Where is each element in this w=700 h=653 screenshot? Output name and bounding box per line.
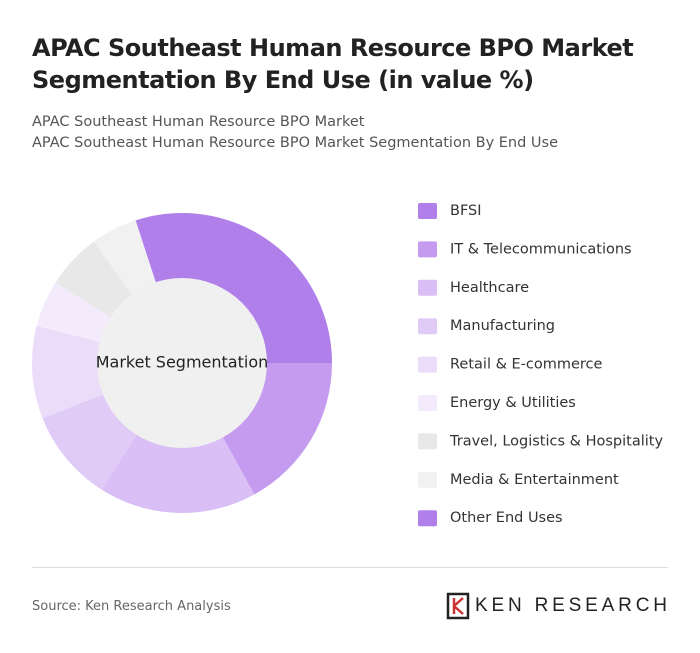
legend-label: Travel, Logistics & Hospitality bbox=[449, 433, 663, 449]
legend-swatch bbox=[418, 433, 437, 450]
subtitle: APAC Southeast Human Resource BPO Market bbox=[32, 114, 365, 130]
subtitle: APAC Southeast Human Resource BPO Market… bbox=[32, 135, 559, 151]
legend-swatch bbox=[418, 318, 437, 335]
center-label: Market Segmentation bbox=[96, 353, 269, 372]
legend-swatch bbox=[418, 203, 437, 219]
legend-label: Energy & Utilities bbox=[450, 395, 576, 411]
source: Source: Ken Research Analysis bbox=[32, 599, 231, 614]
legend-swatch bbox=[418, 356, 437, 373]
chart: Market Segmentation BFSI IT & Telecommunic… bbox=[32, 203, 663, 527]
legend-swatch bbox=[418, 279, 437, 296]
donut-hole bbox=[97, 278, 267, 448]
logo: KEN RESEARCH bbox=[446, 592, 667, 620]
divider bbox=[32, 567, 668, 568]
logo-icon bbox=[446, 592, 470, 620]
legend-swatch bbox=[418, 471, 437, 488]
legend-swatch bbox=[418, 395, 437, 411]
legend-swatch bbox=[418, 241, 437, 258]
legend-swatch bbox=[418, 510, 437, 527]
legend-label: Other End Uses bbox=[450, 510, 563, 526]
legend-label: Manufacturing bbox=[450, 318, 555, 334]
logo-icon bbox=[452, 597, 464, 615]
legend-label: Healthcare bbox=[450, 280, 529, 296]
logo-text: KEN RESEARCH bbox=[475, 595, 667, 616]
chart-title: APAC Southeast Human Resource BPO Market… bbox=[32, 34, 634, 94]
legend-label: BFSI bbox=[450, 203, 482, 219]
legend-label: Media & Entertainment bbox=[450, 472, 619, 488]
legend-label: Retail & E-commerce bbox=[450, 357, 603, 373]
legend-label: IT & Telecommunications bbox=[450, 241, 632, 257]
